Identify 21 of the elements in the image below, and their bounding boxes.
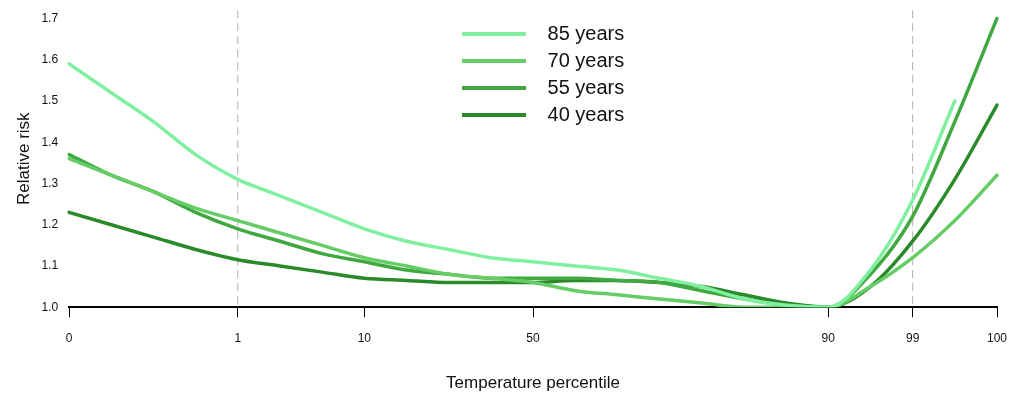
y-tick-label: 1.3 (41, 175, 59, 190)
y-tick-label: 1.0 (41, 299, 59, 314)
y-tick-label: 1.1 (41, 258, 59, 273)
y-tick-label: 1.7 (41, 10, 59, 25)
x-axis-title: Temperature percentile (446, 373, 620, 393)
y-tick-label: 1.5 (41, 93, 59, 108)
y-axis-title: Relative risk (13, 111, 33, 205)
legend-label: 55 years (547, 75, 625, 101)
x-tick-label: 90 (821, 330, 836, 345)
legend-label: 70 years (547, 48, 625, 74)
x-tick-label: 1 (234, 330, 242, 345)
x-tick-label: 50 (526, 330, 541, 345)
x-tick-label: 10 (357, 330, 372, 345)
y-tick-label: 1.4 (41, 134, 59, 149)
x-tick-label: 0 (65, 330, 73, 345)
legend-label: 40 years (547, 102, 625, 128)
x-tick-label: 99 (905, 330, 920, 345)
legend-label: 85 years (547, 21, 625, 47)
x-tick-label: 100 (986, 330, 1008, 345)
y-tick-label: 1.6 (41, 52, 59, 67)
y-tick-label: 1.2 (41, 217, 59, 232)
